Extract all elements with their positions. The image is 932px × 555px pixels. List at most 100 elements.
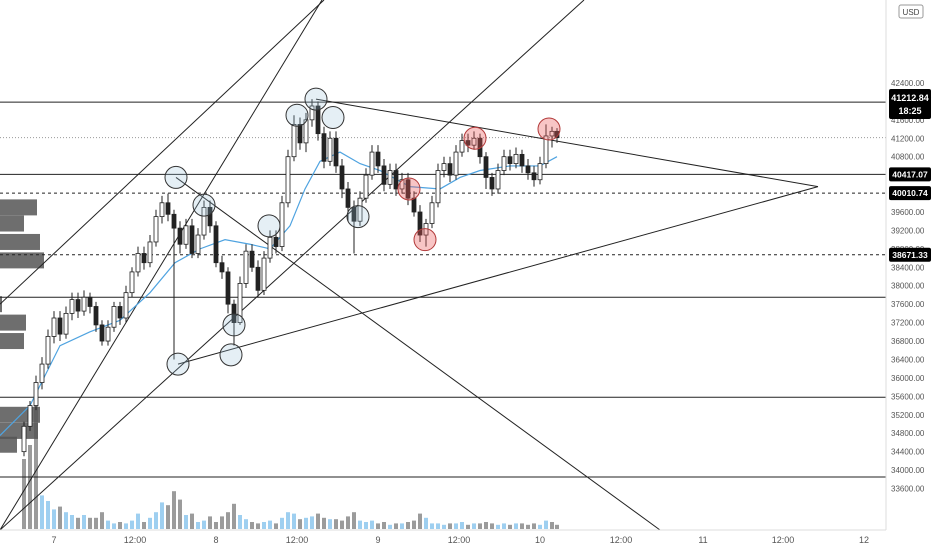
candle-body [117, 306, 123, 319]
candle-body [321, 133, 327, 162]
candle-body [273, 236, 279, 247]
currency-badge-label: USD [903, 8, 920, 17]
volume-bar [64, 512, 68, 529]
trend-line [315, 98, 819, 188]
volume-bar [256, 523, 260, 529]
candle-body [285, 156, 291, 204]
time-tick-label: 12:00 [286, 535, 309, 545]
candle-body [159, 202, 165, 218]
candle-body [357, 197, 363, 222]
volume-profile-bar [0, 215, 24, 232]
volume-bar [478, 523, 482, 529]
candle-body [369, 151, 375, 176]
red-pivot-marker [537, 117, 561, 141]
volume-bar [280, 517, 284, 529]
candle-body [459, 140, 465, 153]
volume-profile-bar [0, 233, 40, 250]
candle-body [327, 137, 333, 162]
volume-profile-bar [0, 296, 2, 313]
price-tick-label: 34000.00 [891, 466, 925, 475]
candle-body [447, 163, 453, 176]
volume-bar [28, 445, 32, 529]
volume-profile-bar [0, 422, 38, 439]
volume-bar [244, 519, 248, 529]
candle-body [21, 425, 27, 453]
candle-body [195, 234, 201, 254]
candle-body [63, 312, 69, 335]
time-tick-label: 11 [698, 535, 707, 545]
volume-bar [184, 515, 188, 529]
candle-body [375, 151, 381, 167]
volume-bar [328, 519, 332, 529]
level-label-box [889, 167, 931, 182]
candle-body [405, 179, 411, 199]
volume-bar [220, 516, 224, 529]
volume-bar [550, 522, 554, 529]
price-tick-label: 35200.00 [891, 411, 925, 420]
candle-body [483, 156, 489, 178]
candle-body [267, 236, 273, 259]
volume-bar [136, 513, 140, 529]
candle-body [201, 206, 207, 236]
candle-body [183, 225, 189, 245]
volume-bar [22, 459, 26, 529]
level-label-value: 40417.07 [892, 169, 928, 179]
level-label-box [889, 186, 931, 201]
volume-bar [58, 506, 62, 529]
price-tick-label: 37600.00 [891, 300, 925, 309]
candle-body [165, 202, 171, 215]
price-tick-label: 39600.00 [891, 208, 925, 217]
blue-pivot-marker [192, 193, 216, 217]
volume-bar [448, 523, 452, 529]
candle-body [429, 202, 435, 224]
candle-body [543, 135, 549, 165]
volume-bar [40, 495, 44, 529]
current-price-value: 41212.84 [891, 93, 929, 103]
candle-body [501, 156, 507, 171]
candle-body [477, 137, 483, 158]
price-tick-label: 42400.00 [891, 79, 925, 88]
candle-body [93, 306, 99, 326]
volume-bar [424, 517, 428, 529]
time-tick-label: 10 [535, 535, 545, 545]
time-tick-label: 8 [213, 535, 218, 545]
price-axis[interactable]: 42400.0042000.0041600.0041200.0040800.00… [885, 0, 932, 530]
volume-bar [76, 517, 80, 529]
price-tick-label: 34800.00 [891, 429, 925, 438]
volume-bar [334, 519, 338, 529]
time-axis[interactable]: 7 12:00 8 12:00 9 12:00 10 12:00 11 12:00 12 [0, 529, 932, 550]
candle-body [549, 130, 555, 137]
volume-bar [46, 501, 50, 529]
candle-body [207, 206, 213, 227]
volume-bar [466, 524, 470, 529]
blue-pivot-marker [304, 87, 328, 111]
candle-body [297, 124, 303, 144]
currency-badge-box [898, 4, 924, 19]
price-tick-label: 40800.00 [891, 153, 925, 162]
trend-lines [0, 0, 819, 531]
candle-body [171, 213, 177, 229]
volume-bar [292, 513, 296, 529]
candle-body [363, 174, 369, 199]
blue-pivot-marker [285, 103, 309, 127]
volume-bar [382, 522, 386, 529]
bar-countdown: 18:25 [898, 106, 921, 116]
candle-body [99, 324, 105, 342]
volume-bar [472, 523, 476, 529]
candle-body [507, 156, 513, 165]
candle-body [279, 202, 285, 247]
volume-bar [262, 522, 266, 529]
currency-badge[interactable]: USD [898, 4, 924, 19]
trend-line [175, 177, 661, 531]
candle-body [339, 165, 345, 190]
volume-bar [484, 522, 488, 529]
volume-bar [358, 520, 362, 529]
pivot-markers [164, 87, 561, 376]
volume-bar [226, 512, 230, 529]
volume-bar [346, 516, 350, 529]
volume-profile-bar [0, 199, 37, 216]
candle-body [141, 253, 147, 264]
